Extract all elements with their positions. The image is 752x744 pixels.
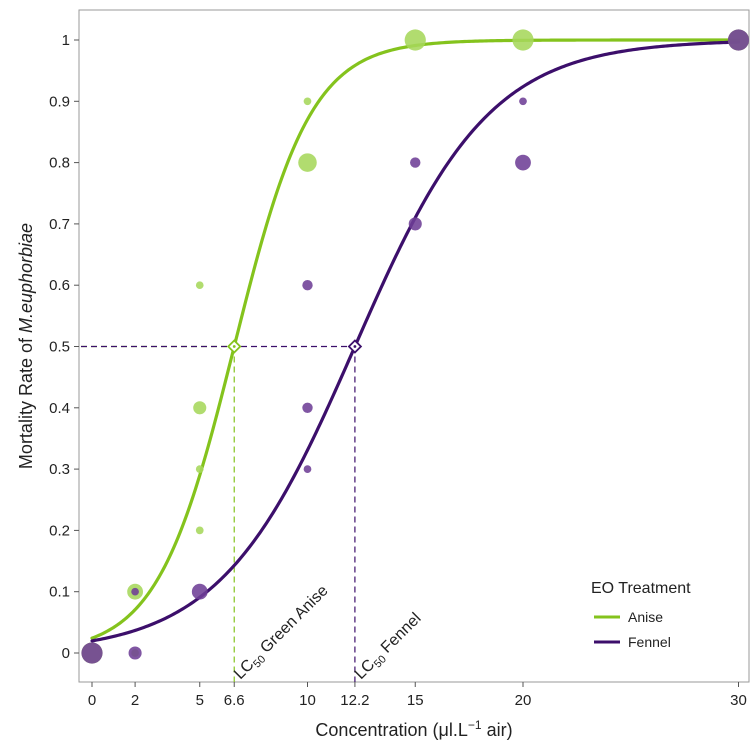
plot-panel: [78, 9, 750, 683]
legend-label-anise: Anise: [628, 609, 663, 625]
y-tick-label: 1: [62, 32, 70, 49]
legend-title: EO Treatment: [591, 580, 691, 597]
data-point-anise: [195, 281, 204, 290]
x-tick-label: 6.6: [224, 692, 245, 709]
lc50-reference-lines: [81, 345, 356, 682]
x-tick-label: 20: [515, 692, 532, 709]
data-points: [81, 29, 750, 664]
data-point-fennel: [515, 154, 531, 171]
data-point-anise: [298, 153, 317, 172]
x-tick-label: 5: [196, 692, 204, 709]
data-point-fennel: [191, 583, 208, 600]
data-point-anise: [195, 526, 204, 535]
y-tick-label: 0.6: [49, 277, 70, 294]
x-tick-label: 15: [407, 692, 424, 709]
x-tick-label: 10: [299, 692, 316, 709]
x-tick-label: 12.2: [340, 692, 369, 709]
lc50-marker-center: [232, 345, 236, 348]
y-tick-label: 0.8: [49, 155, 70, 172]
data-point-fennel: [727, 29, 750, 51]
data-point-anise: [195, 465, 204, 473]
data-point-fennel: [519, 97, 527, 106]
data-point-fennel: [302, 402, 313, 413]
y-tick-label: 0.3: [49, 461, 70, 478]
data-point-anise: [303, 97, 312, 106]
y-tick-label: 0.1: [49, 584, 70, 601]
data-point-fennel: [303, 465, 312, 473]
y-tick-label: 0.7: [49, 216, 70, 233]
lc50-marker-center: [353, 345, 357, 348]
x-tick-label: 2: [131, 692, 139, 709]
x-axis-title: Concentration (μl.L−1 air): [315, 718, 512, 740]
data-point-fennel: [408, 217, 422, 231]
data-point-anise: [512, 29, 534, 51]
y-tick-label: 0.5: [49, 339, 70, 356]
legend: EO Treatment Anise Fennel: [591, 580, 691, 650]
data-point-fennel: [131, 587, 139, 596]
data-point-fennel: [302, 280, 313, 291]
x-tick-label: 0: [88, 692, 96, 709]
y-tick-label: 0.2: [49, 522, 70, 539]
data-point-fennel: [410, 157, 421, 168]
y-tick-label: 0.9: [49, 93, 70, 110]
x-axis-ticks: 0 2 5 6.6 10 12.2 15 20 30: [88, 682, 747, 709]
data-point-fennel: [128, 646, 142, 660]
data-point-anise: [193, 401, 207, 415]
y-axis-title: Mortality Rate of M.euphorbiae: [16, 223, 36, 469]
y-tick-label: 0: [62, 645, 70, 662]
y-tick-label: 0.4: [49, 400, 70, 417]
data-point-fennel: [81, 642, 103, 664]
legend-label-fennel: Fennel: [628, 634, 671, 650]
lc50-markers: [226, 339, 363, 354]
data-point-anise: [404, 29, 426, 51]
y-axis-ticks: 0 0.1 0.2 0.3 0.4 0.5 0.6 0.7 0.8 0.9 1: [49, 32, 79, 662]
x-tick-label: 30: [730, 692, 747, 709]
